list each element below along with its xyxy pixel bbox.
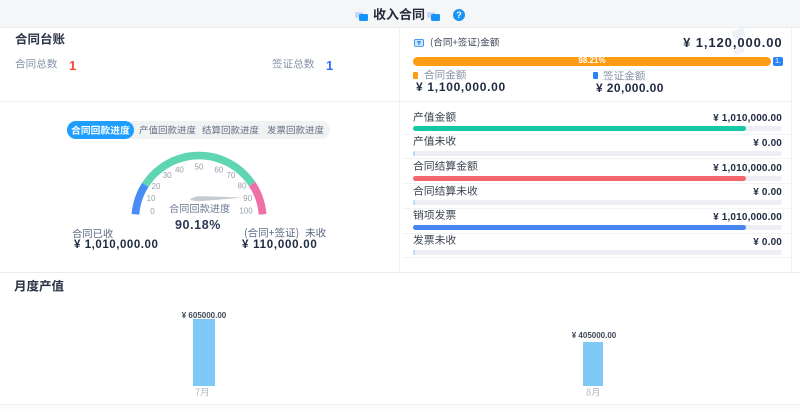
svg-text:?: ? [456, 10, 462, 20]
svg-text:90: 90 [243, 194, 252, 203]
svg-text:50: 50 [195, 163, 204, 172]
svg-text:10: 10 [147, 194, 156, 203]
svg-text:20: 20 [152, 182, 161, 191]
svg-text:30: 30 [163, 171, 172, 180]
svg-text:40: 40 [175, 166, 184, 175]
svg-text:70: 70 [227, 171, 236, 180]
svg-text:60: 60 [214, 166, 223, 175]
svg-text:0: 0 [150, 207, 155, 216]
svg-text:100: 100 [239, 207, 253, 216]
svg-text:80: 80 [238, 182, 247, 191]
